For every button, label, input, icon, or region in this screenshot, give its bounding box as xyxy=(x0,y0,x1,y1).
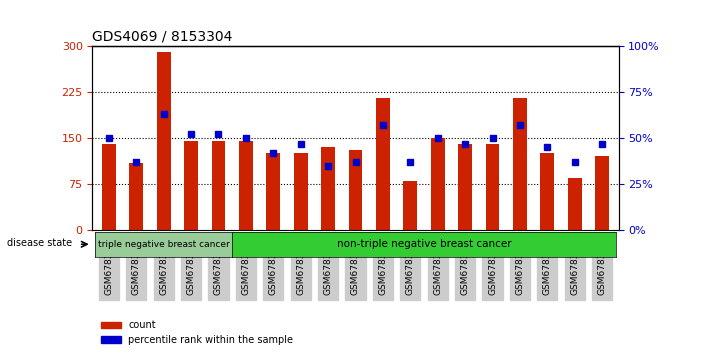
Bar xyxy=(212,141,225,230)
Text: triple negative breast cancer: triple negative breast cancer xyxy=(98,240,230,249)
Bar xyxy=(184,141,198,230)
Bar xyxy=(348,150,363,230)
Bar xyxy=(513,98,527,230)
Bar xyxy=(403,181,417,230)
Text: GDS4069 / 8153304: GDS4069 / 8153304 xyxy=(92,29,232,44)
Bar xyxy=(540,153,554,230)
Legend: count, percentile rank within the sample: count, percentile rank within the sample xyxy=(97,316,297,349)
Bar xyxy=(568,178,582,230)
Bar xyxy=(486,144,499,230)
Bar xyxy=(595,156,609,230)
Bar xyxy=(157,52,171,230)
Bar xyxy=(129,162,143,230)
Bar xyxy=(267,153,280,230)
Text: non-triple negative breast cancer: non-triple negative breast cancer xyxy=(337,239,511,249)
Bar xyxy=(459,144,472,230)
Bar xyxy=(376,98,390,230)
Bar xyxy=(321,147,335,230)
Bar xyxy=(102,144,116,230)
Bar xyxy=(431,138,444,230)
Bar xyxy=(239,141,252,230)
Bar xyxy=(294,153,308,230)
Text: disease state: disease state xyxy=(7,238,73,248)
